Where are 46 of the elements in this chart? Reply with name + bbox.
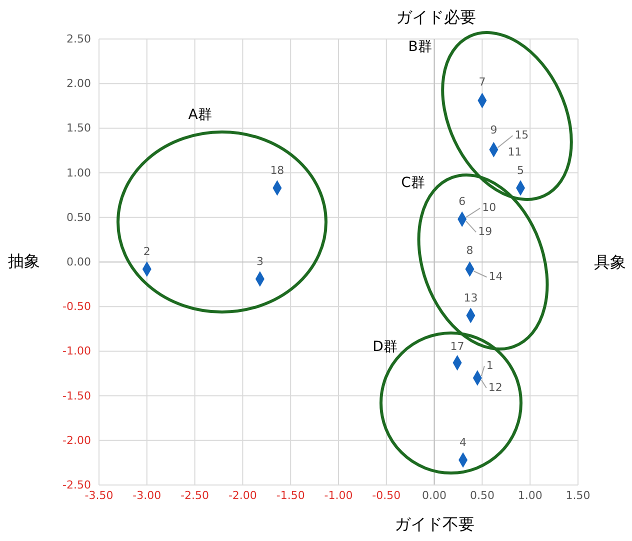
x-tick-label: -2.00	[228, 488, 257, 502]
x-tick-label: -3.00	[132, 488, 162, 502]
annotation: C群	[401, 174, 425, 191]
x-tick-label: -0.50	[372, 488, 401, 502]
annotation: 10	[482, 201, 496, 214]
y-tick-label: 2.00	[66, 77, 91, 90]
annotation: 5	[517, 164, 524, 177]
x-tick-label: -1.50	[276, 488, 305, 502]
y-tick-label: 1.00	[66, 166, 91, 180]
annotation: 6	[458, 195, 466, 208]
annotation: 9	[490, 124, 498, 137]
annotation: 8	[466, 244, 474, 258]
text: 具象	[594, 252, 626, 272]
annotation: 2	[143, 245, 150, 258]
annotation: 11	[508, 146, 522, 159]
annotation: 18	[270, 164, 284, 177]
y-axis-title: 抽象	[8, 251, 40, 270]
annotation: 12	[488, 380, 502, 394]
y-tick-label: 0.50	[66, 210, 91, 224]
y-tick-label: -1.50	[62, 389, 91, 402]
annotation: 1	[486, 358, 494, 372]
annotation: 4	[460, 436, 467, 450]
annotation: 15	[514, 128, 529, 142]
annotation: 17	[450, 340, 464, 353]
annotation: 14	[488, 270, 503, 284]
y-tick-label: -2.00	[62, 434, 91, 447]
y-tick-label: -0.50	[62, 300, 91, 314]
y-tick-label: 1.50	[66, 122, 91, 135]
annotation: 7	[478, 76, 486, 89]
x-tick-label: 1.00	[518, 488, 542, 502]
y-tick-label: 2.50	[66, 32, 91, 46]
annotation: D群	[372, 338, 398, 355]
x-axis-title: ガイド不要	[394, 514, 474, 534]
annotation: 3	[256, 254, 264, 268]
y-tick-label: -1.00	[62, 344, 91, 358]
annotation: A群	[188, 106, 212, 123]
x-tick-label: 0.50	[470, 488, 494, 502]
text: ガイド必要	[396, 7, 476, 26]
annotation: 13	[464, 292, 478, 305]
x-tick-label: 1.50	[566, 488, 590, 502]
annotation: 19	[478, 225, 492, 238]
x-tick-label: -2.50	[180, 488, 210, 502]
x-tick-label: 0.00	[422, 488, 447, 502]
annotation: B群	[408, 38, 432, 55]
y-tick-label: 0.00	[66, 256, 91, 269]
x-tick-label: -1.00	[324, 488, 353, 502]
